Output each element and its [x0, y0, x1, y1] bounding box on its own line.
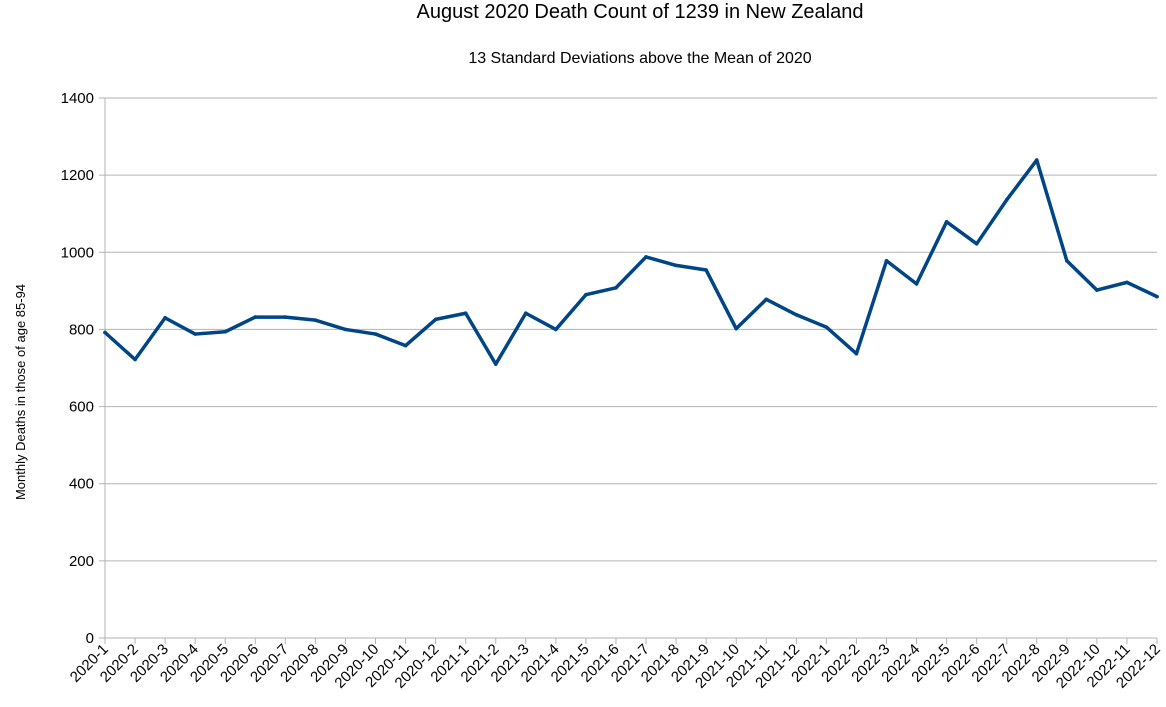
y-axis-label: Monthly Deaths in those of age 85-94 [13, 284, 28, 500]
y-tick-label: 1200 [61, 167, 94, 184]
data-point [824, 325, 829, 329]
data-point [914, 282, 919, 286]
y-tick-label: 1400 [61, 90, 94, 107]
series-line [103, 158, 1159, 366]
data-point [794, 312, 799, 317]
y-tick-label: 0 [86, 630, 94, 647]
data-point [614, 285, 618, 290]
data-point [343, 327, 348, 332]
data-point [644, 255, 648, 259]
data-point [313, 318, 318, 322]
data-point [674, 263, 678, 268]
y-tick-label: 800 [69, 321, 94, 338]
data-point [163, 316, 167, 320]
data-point [524, 311, 528, 316]
chart-subtitle: 13 Standard Deviations above the Mean of… [468, 50, 811, 67]
data-point [223, 329, 228, 334]
data-series [103, 158, 1159, 366]
data-point [884, 258, 889, 263]
y-tick-labels: 0 200 400 600 800 1000 1200 1400 [61, 90, 94, 647]
data-point [734, 326, 738, 331]
data-point [133, 357, 137, 362]
y-tick-label: 400 [69, 476, 94, 493]
data-point [463, 311, 468, 316]
axes [99, 97, 1158, 644]
gridlines [105, 97, 1157, 562]
y-tick-label: 600 [69, 399, 94, 416]
data-point [493, 362, 498, 366]
data-point [283, 315, 288, 319]
data-point [974, 242, 979, 246]
data-point [854, 351, 859, 356]
data-point [1125, 280, 1129, 285]
data-point [584, 292, 588, 297]
data-point [1065, 258, 1069, 263]
x-tick-labels: 2020-12020-22020-32020-42020-52020-62020… [67, 641, 1164, 692]
data-point [433, 317, 438, 322]
y-tick-label: 1000 [61, 244, 94, 261]
data-point [1095, 288, 1099, 292]
data-point [403, 343, 408, 348]
data-point [373, 332, 378, 336]
data-point [554, 327, 558, 332]
data-point [103, 330, 107, 335]
y-tick-label: 200 [69, 553, 94, 570]
data-point [1004, 198, 1009, 202]
data-point [764, 297, 769, 302]
chart-title: August 2020 Death Count of 1239 in New Z… [417, 1, 864, 23]
data-point [704, 268, 708, 272]
data-point [193, 332, 197, 336]
data-point [944, 220, 949, 224]
data-point [1155, 294, 1159, 299]
data-point [253, 315, 258, 319]
data-point [1034, 158, 1039, 162]
